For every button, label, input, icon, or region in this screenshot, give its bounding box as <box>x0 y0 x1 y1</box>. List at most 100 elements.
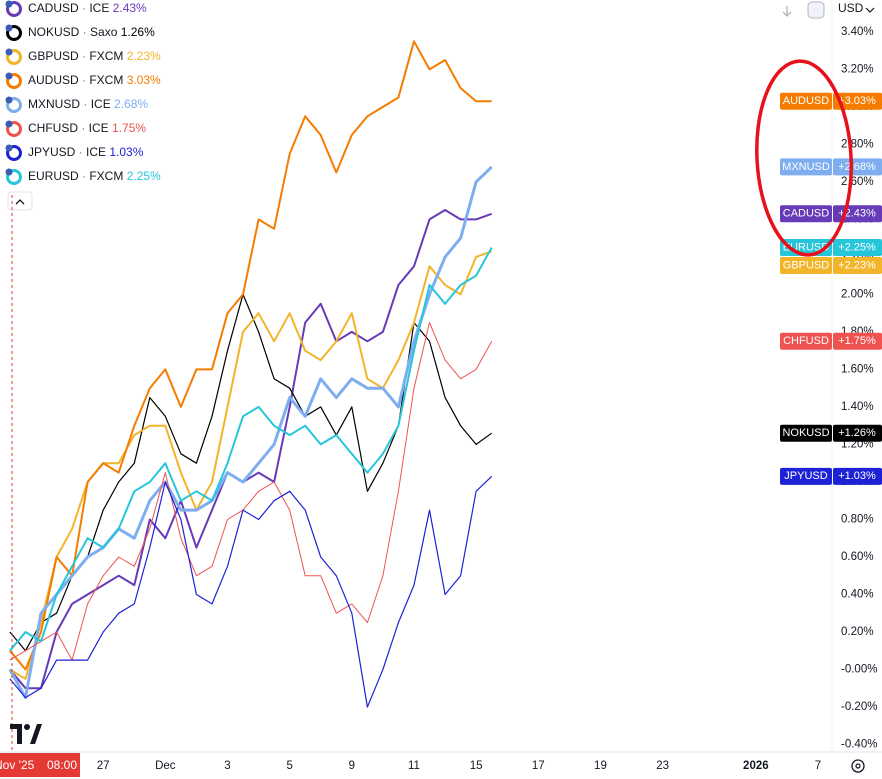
price-tag-name-box <box>780 424 832 442</box>
series-line <box>9 475 493 708</box>
legend-value: 1.03% <box>109 145 143 159</box>
price-tag: CADUSD +2.43% <box>780 205 882 223</box>
series-line <box>9 293 493 652</box>
legend-item[interactable]: CADUSD · ICE 2.43% <box>5 0 148 17</box>
price-tag-name: JPYUSD <box>784 470 827 482</box>
series-line <box>9 209 493 690</box>
legend-flag-usd <box>5 48 13 56</box>
price-tag-value: +2.43% <box>838 208 876 220</box>
x-tick-label: 27 <box>97 760 110 772</box>
legend-item[interactable]: AUDUSD · FXCM 3.03% <box>5 72 162 89</box>
crosshair-time-box <box>44 753 80 777</box>
legend-source: FXCM <box>89 169 123 183</box>
legend-text: JPYUSD · ICE 1.03% <box>28 145 144 159</box>
legend-name: JPYUSD <box>28 145 76 159</box>
legend-name: MXNUSD <box>28 97 80 111</box>
y-tick-label: 2.60% <box>841 176 874 188</box>
legend-text: EURUSD · FXCM 2.25% <box>28 169 161 183</box>
legend: CADUSD · ICE 2.43% NOKUSD · Saxo 1.26% GBP… <box>5 0 162 185</box>
legend-separator: · <box>79 25 90 39</box>
price-tag-name-box <box>780 467 832 485</box>
price-tag-value-box <box>833 332 882 350</box>
legend-text: NOKUSD · Saxo 1.26% <box>28 25 155 39</box>
collapse-icon <box>15 199 25 205</box>
legend-source: ICE <box>89 1 109 15</box>
x-tick-label: 19 <box>594 760 607 772</box>
price-tag-value: +2.25% <box>838 241 876 253</box>
legend-text: AUDUSD · FXCM 3.03% <box>28 73 161 87</box>
price-tag-name-box <box>780 158 832 176</box>
autoscale-button[interactable] <box>807 1 825 19</box>
y-tick-label: 1.40% <box>841 401 874 413</box>
currency-button[interactable] <box>834 0 880 20</box>
legend-flag-usd <box>5 0 13 8</box>
legend-item[interactable]: CHFUSD · ICE 1.75% <box>5 120 147 137</box>
legend-text: MXNUSD · ICE 2.68% <box>28 97 148 111</box>
collapse-legend-button[interactable] <box>7 191 33 211</box>
x-tick-label: 15 <box>470 760 483 772</box>
legend-name: NOKUSD <box>28 25 80 39</box>
legend-value: 2.43% <box>113 1 147 15</box>
price-tag-name: GBPUSD <box>783 259 830 271</box>
legend-flag-usd <box>5 144 13 152</box>
legend-separator: · <box>79 169 90 183</box>
legend-flag-usd <box>5 72 13 80</box>
price-tag-value-box <box>833 467 882 485</box>
scroll-icon[interactable] <box>782 6 792 17</box>
settings-icon-center <box>855 763 861 769</box>
price-tag-value-box <box>833 239 882 257</box>
series-line <box>8 165 493 700</box>
toolbar: USD <box>782 0 880 20</box>
price-tag: MXNUSD +2.68% <box>780 158 882 176</box>
price-tag-value: +1.03% <box>838 470 876 482</box>
plot-area <box>8 40 493 708</box>
chevron <box>865 7 875 13</box>
legend-item[interactable]: GBPUSD · FXCM 2.23% <box>5 48 162 65</box>
price-tag: CHFUSD +1.75% <box>780 332 882 350</box>
legend-separator: · <box>79 49 90 63</box>
price-tag-name: CHFUSD <box>783 335 829 347</box>
legend-value: 1.75% <box>112 121 146 135</box>
y-tick-label: 0.80% <box>841 513 874 525</box>
price-tag-value-box <box>833 257 882 275</box>
settings-icon[interactable] <box>851 759 865 773</box>
legend-separator: · <box>79 73 90 87</box>
price-tag-name-box <box>780 257 832 275</box>
legend-separator: · <box>79 1 90 15</box>
legend-separator: · <box>75 145 86 159</box>
y-tick-label: 3.20% <box>841 63 874 75</box>
x-tick-label: Dec <box>155 760 176 772</box>
x-tick-label: 17 <box>532 760 545 772</box>
price-tag-name: CADUSD <box>783 208 830 220</box>
legend-value: 2.25% <box>127 169 161 183</box>
price-tag-name-box <box>780 332 832 350</box>
price-tag-name: NOKUSD <box>782 427 829 439</box>
price-tag: GBPUSD +2.23% <box>780 257 882 275</box>
y-tick-label: 0.20% <box>841 626 874 638</box>
legend-name: CHFUSD <box>28 121 78 135</box>
legend-source: FXCM <box>89 49 123 63</box>
legend-value: 2.23% <box>127 49 161 63</box>
legend-item[interactable]: EURUSD · FXCM 2.25% <box>5 168 162 185</box>
price-tag-value: +1.75% <box>838 335 876 347</box>
legend-flag-usd <box>5 24 13 32</box>
price-tag-value: +2.68% <box>838 161 876 173</box>
annotation-ellipse <box>755 59 853 257</box>
legend-text: CHFUSD · ICE 1.75% <box>28 121 146 135</box>
price-tag: JPYUSD +1.03% <box>780 467 882 485</box>
price-tag-value-box <box>833 424 882 442</box>
legend-source: ICE <box>86 145 106 159</box>
price-tag: AUDUSD +3.03% <box>780 92 882 110</box>
x-tick-label: 5 <box>286 760 292 772</box>
legend-name: EURUSD <box>28 169 79 183</box>
legend-separator: · <box>78 121 89 135</box>
legend-item[interactable]: JPYUSD · ICE 1.03% <box>5 144 144 161</box>
y-tick-label: -0.40% <box>841 739 877 751</box>
y-tick-label: 1.60% <box>841 363 874 375</box>
x-tick-label: 9 <box>349 760 355 772</box>
legend-text: GBPUSD · FXCM 2.23% <box>28 49 161 63</box>
price-tag-name-box <box>780 205 832 223</box>
legend-item[interactable]: NOKUSD · Saxo 1.26% <box>5 24 156 41</box>
legend-item[interactable]: MXNUSD · ICE 2.68% <box>5 96 149 113</box>
